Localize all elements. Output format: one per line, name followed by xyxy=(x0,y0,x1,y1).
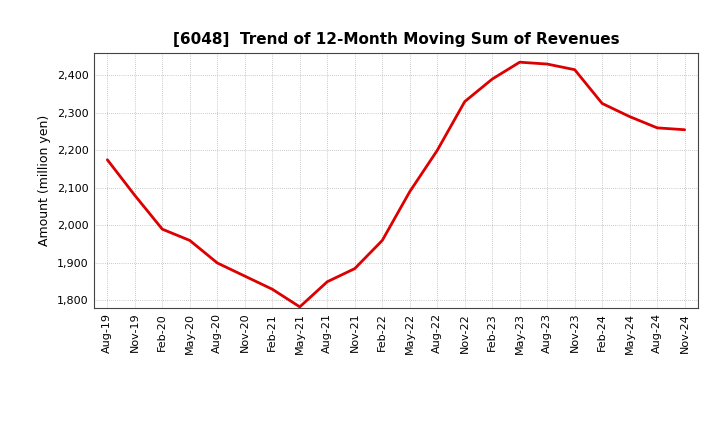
Y-axis label: Amount (million yen): Amount (million yen) xyxy=(38,115,51,246)
Title: [6048]  Trend of 12-Month Moving Sum of Revenues: [6048] Trend of 12-Month Moving Sum of R… xyxy=(173,33,619,48)
